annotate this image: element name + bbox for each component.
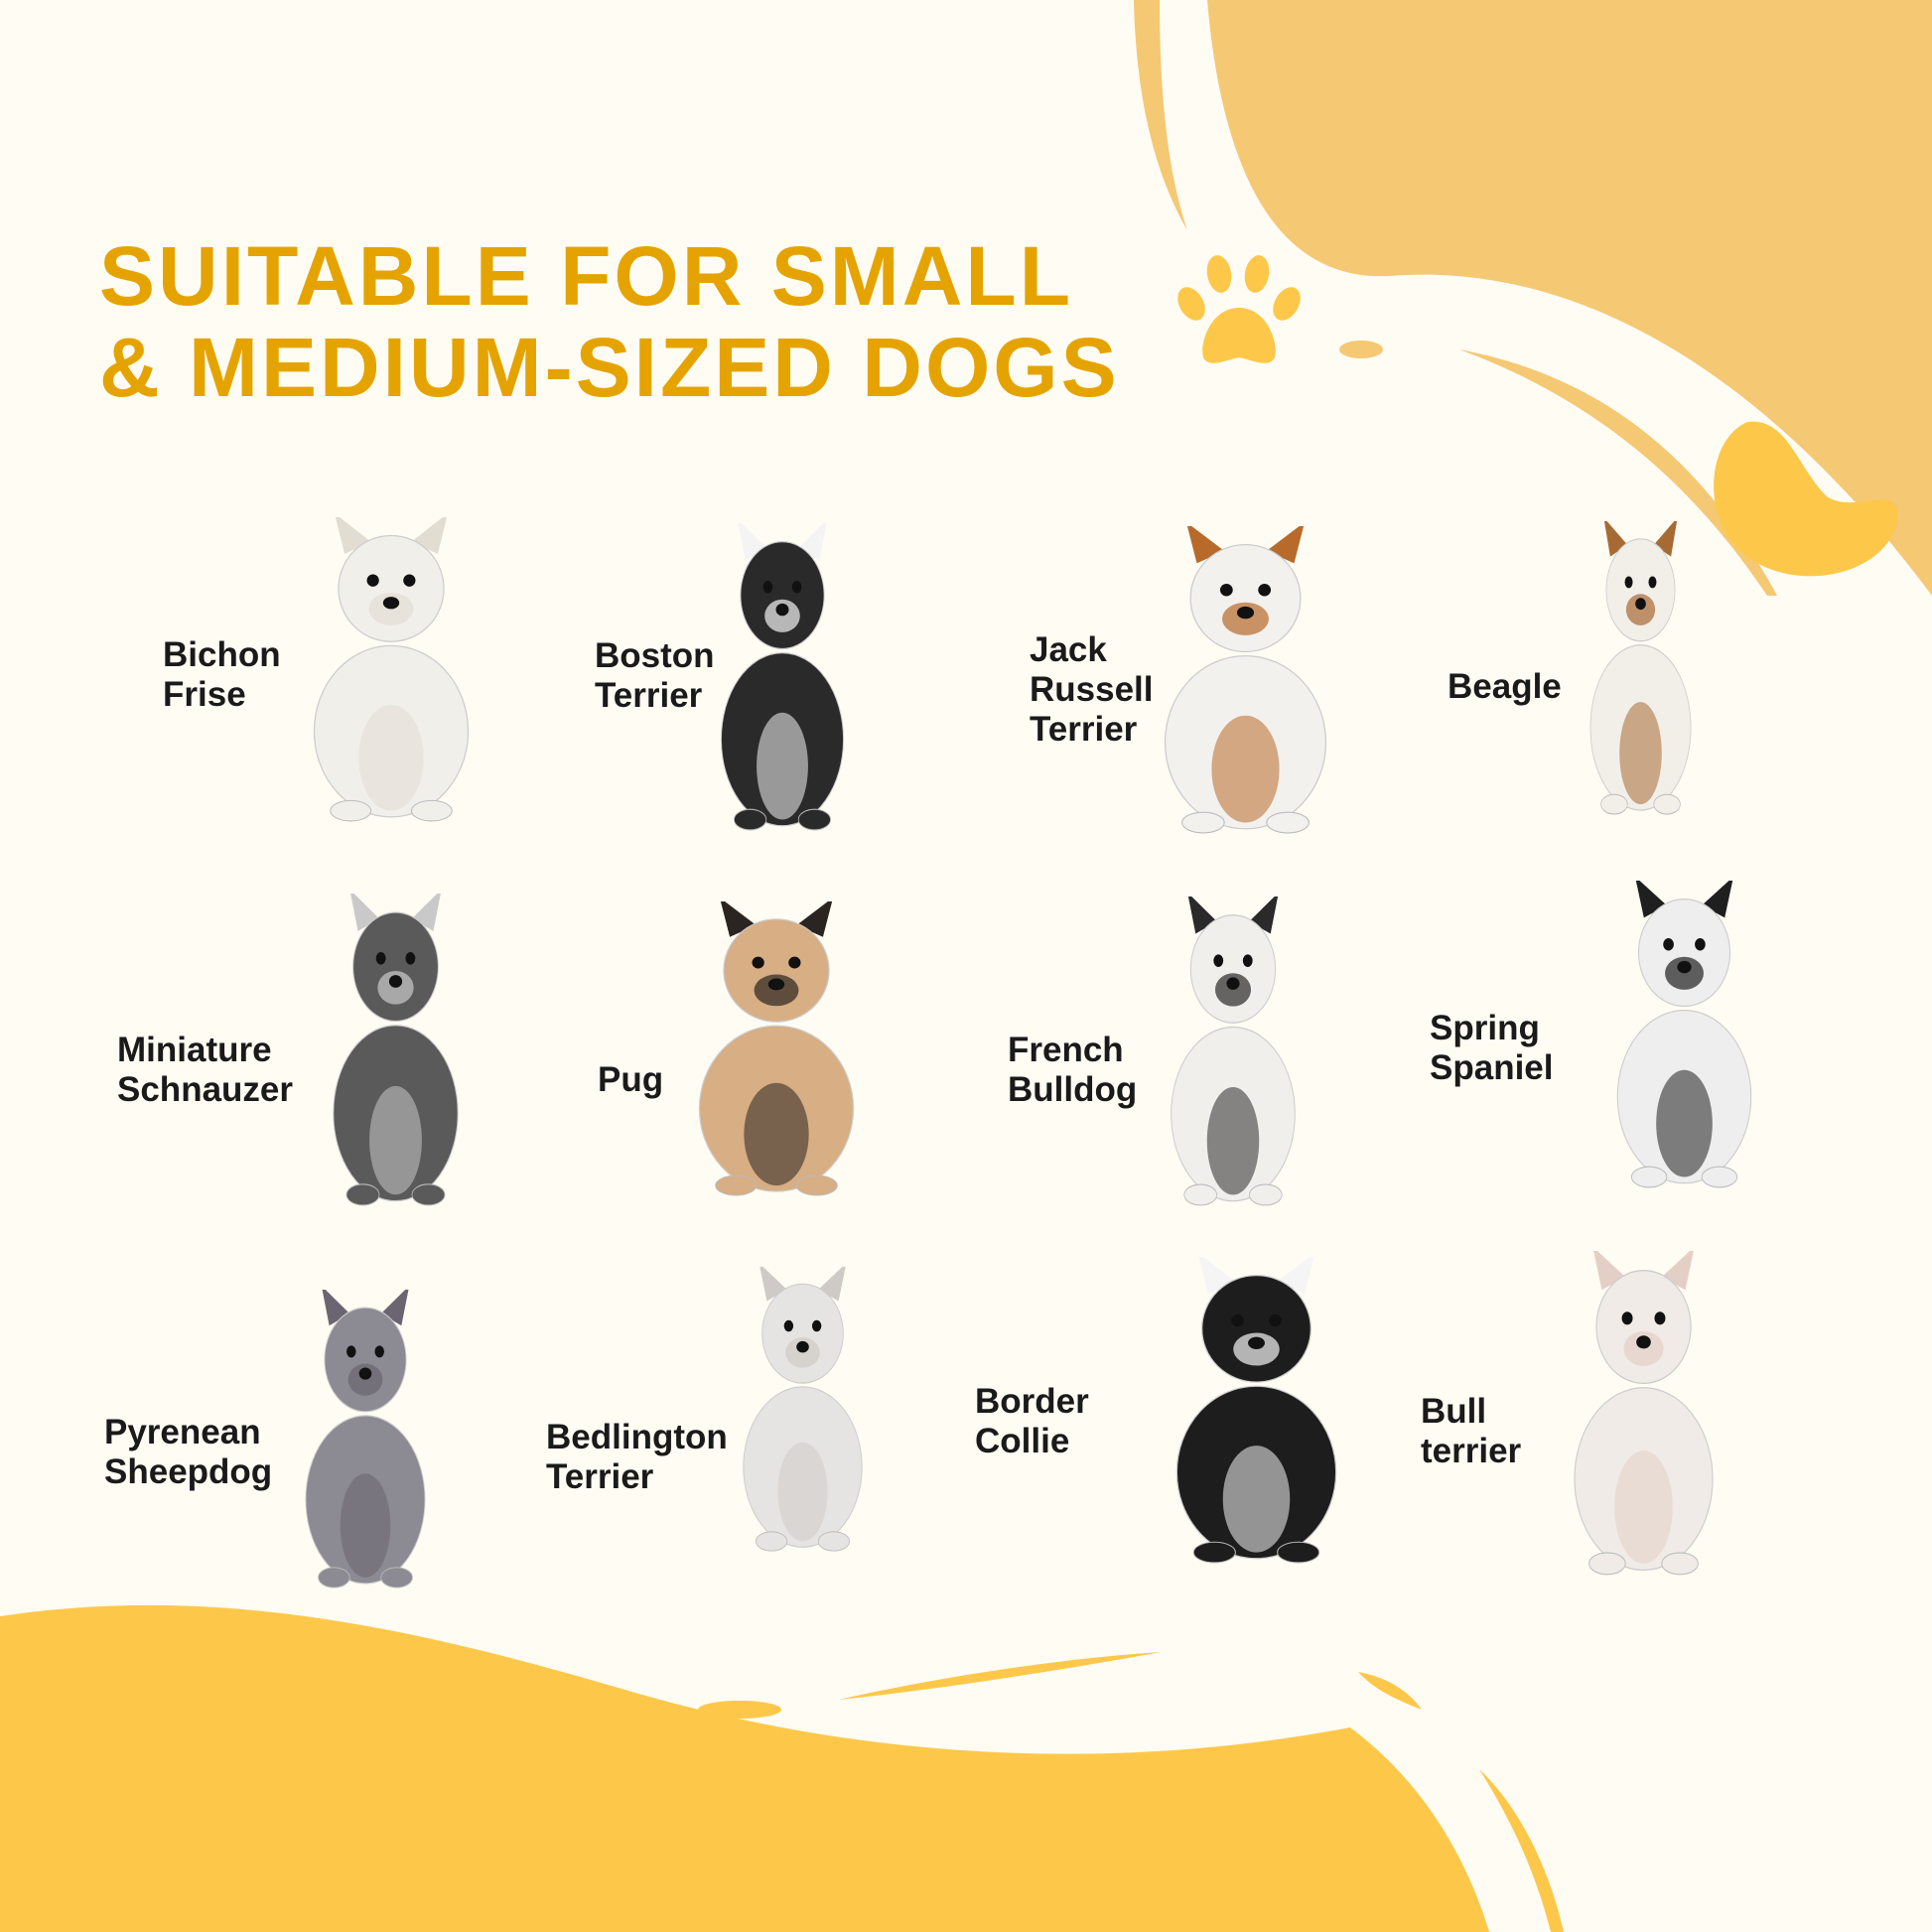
top-thin-stripe — [1134, 0, 1187, 230]
breed-label: French Bulldog — [1008, 1031, 1138, 1109]
bottom-dot — [698, 1701, 781, 1719]
dog-photo — [725, 1263, 881, 1558]
top-right-blob — [1207, 0, 1932, 596]
title-line-2: & MEDIUM-SIZED DOGS — [99, 321, 1120, 414]
breed-label: Bichon Frise — [163, 635, 281, 714]
dog-photo — [1553, 1246, 1734, 1582]
breed-label: Jack Russell Terrier — [1030, 630, 1154, 749]
bottom-stripe-2 — [1358, 1672, 1422, 1710]
breed-label: Miniature Schnauzer — [117, 1031, 293, 1109]
breed-label: Pug — [598, 1060, 664, 1099]
dog-photo — [1140, 521, 1351, 840]
dog-photo — [1596, 876, 1772, 1194]
breed-label: Border Collie — [975, 1382, 1089, 1460]
breed-label: Bull terrier — [1421, 1392, 1522, 1470]
dog-photo — [1152, 1252, 1361, 1570]
breed-label: Pyrenean Sheepdog — [104, 1413, 273, 1491]
bottom-stripe-1 — [839, 1652, 1162, 1700]
dog-photo — [314, 889, 478, 1212]
breed-label: Boston Terrier — [595, 636, 715, 715]
bean-shape — [1714, 421, 1898, 577]
breed-label: Bedlington Terrier — [546, 1418, 728, 1496]
paw-print-icon — [1177, 255, 1301, 363]
breed-label: Beagle — [1448, 667, 1562, 706]
page-title: SUITABLE FOR SMALL & MEDIUM-SIZED DOGS — [99, 230, 1120, 413]
breed-label: Spring Spaniel — [1430, 1009, 1554, 1087]
bottom-blob — [0, 1604, 1489, 1932]
dog-photo — [1575, 517, 1707, 821]
small-dot — [1339, 341, 1383, 358]
dog-photo — [675, 897, 878, 1202]
dog-photo — [287, 1285, 444, 1594]
dog-photo — [290, 512, 492, 828]
dog-photo — [702, 518, 863, 837]
bottom-right-stripe — [1479, 1769, 1564, 1932]
title-line-1: SUITABLE FOR SMALL — [99, 229, 1074, 323]
dog-photo — [1152, 892, 1314, 1212]
